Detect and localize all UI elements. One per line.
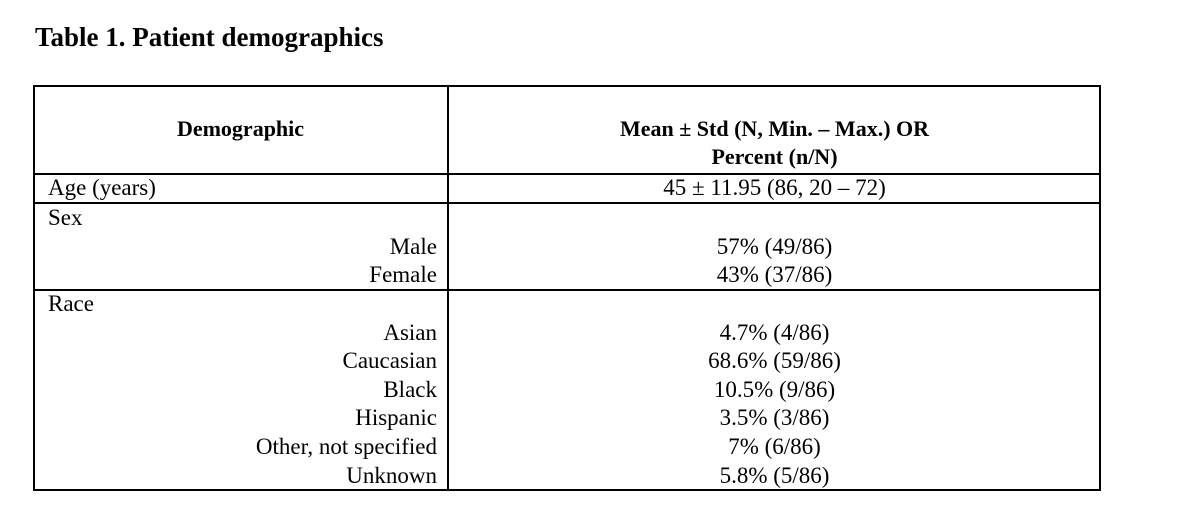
item-label: Other, not specified bbox=[255, 434, 437, 459]
item-label: Black bbox=[383, 377, 437, 402]
column-header: Percent (n/N) bbox=[711, 144, 838, 169]
item-label: Caucasian bbox=[342, 348, 437, 373]
row-divider bbox=[33, 289, 1101, 291]
row-value: 45 ± 11.95 (86, 20 – 72) bbox=[663, 175, 886, 200]
row-divider bbox=[33, 173, 1101, 175]
item-value: 10.5% (9/86) bbox=[713, 377, 836, 402]
table-title: Table 1. Patient demographics bbox=[35, 22, 384, 52]
column-divider bbox=[447, 85, 449, 491]
item-value: 43% (37/86) bbox=[716, 262, 833, 287]
row-divider bbox=[33, 202, 1101, 204]
item-label: Unknown bbox=[346, 463, 437, 488]
item-label: Female bbox=[369, 262, 437, 287]
item-value: 68.6% (59/86) bbox=[708, 348, 841, 373]
item-value: 57% (49/86) bbox=[716, 234, 833, 259]
table-border-left bbox=[33, 85, 35, 491]
group-label: Race bbox=[48, 291, 94, 316]
table-border-bottom bbox=[33, 489, 1101, 491]
table-border-top bbox=[33, 85, 1101, 87]
group-label: Sex bbox=[48, 205, 83, 230]
table-border-right bbox=[1099, 85, 1101, 491]
item-label: Male bbox=[389, 234, 437, 259]
item-label: Asian bbox=[383, 320, 437, 345]
column-header: Mean ± Std (N, Min. – Max.) OR bbox=[619, 116, 930, 141]
item-value: 3.5% (3/86) bbox=[719, 405, 830, 430]
item-label: Hispanic bbox=[355, 405, 437, 430]
item-value: 4.7% (4/86) bbox=[719, 320, 830, 345]
row-label: Age (years) bbox=[48, 175, 156, 200]
item-value: 7% (6/86) bbox=[728, 434, 821, 459]
item-value: 5.8% (5/86) bbox=[719, 463, 830, 488]
column-header: Demographic bbox=[176, 116, 305, 141]
